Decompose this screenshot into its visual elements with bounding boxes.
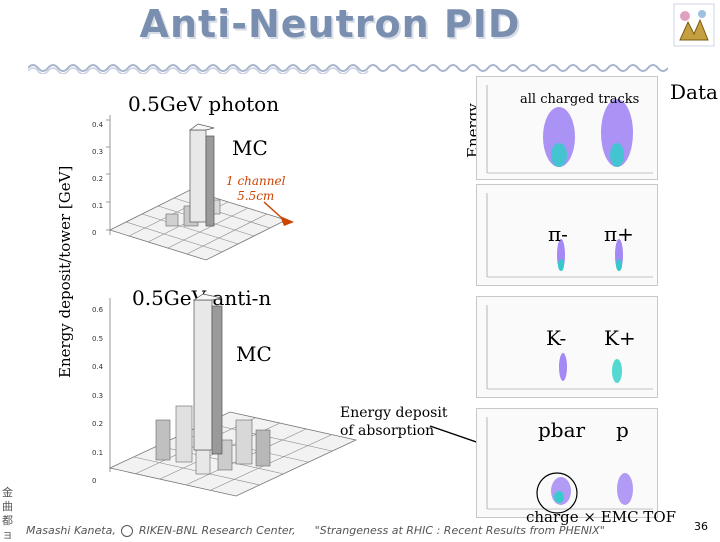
- photon-ytick: 0.1: [92, 202, 104, 210]
- antin-ytick: 0.3: [92, 391, 104, 400]
- scatter-pions: [486, 193, 653, 278]
- panel-pions: [476, 184, 658, 286]
- pi-minus-label: π-: [548, 222, 568, 246]
- panel-kaons: [476, 296, 658, 398]
- all-charged-label: all charged tracks: [520, 92, 640, 107]
- panel-all-charged: [476, 76, 658, 180]
- scatter-protons: [486, 417, 653, 514]
- footer-logo-icon: [121, 525, 134, 537]
- side-characters: 金曲都ョ: [2, 486, 13, 541]
- photon-ytick: 0.2: [92, 175, 104, 183]
- channel-size-annotation: 5.5cm: [237, 189, 275, 203]
- k-minus-label: K-: [546, 326, 567, 350]
- p-label: p: [616, 418, 629, 442]
- photon-ytick: 0.4: [92, 121, 104, 129]
- antin-ytick: 0.4: [92, 363, 104, 371]
- channel-annotation: 1 channel: [226, 174, 286, 188]
- pbar-label: pbar: [538, 418, 586, 442]
- page-number: 36: [694, 520, 708, 533]
- antin-lego-plot: [108, 293, 358, 497]
- antin-ytick: 0.5: [92, 334, 104, 343]
- antin-ytick: 0.6: [92, 306, 104, 314]
- footer: Masashi Kaneta, RIKEN-BNL Research Cente…: [26, 524, 605, 537]
- scatter-kaons: [486, 305, 653, 390]
- scatter-all-charged: [486, 85, 653, 174]
- data-x-axis-label: charge × EMC TOF: [526, 508, 677, 526]
- footer-author: Masashi Kaneta,: [26, 524, 116, 537]
- footer-institute: RIKEN-BNL Research Center,: [138, 524, 296, 537]
- antin-ytick: 0: [92, 477, 97, 485]
- data-label: Data: [670, 80, 718, 104]
- absorption-label: Energy deposit: [340, 405, 448, 421]
- slide-title: Anti-Neutron PID: [139, 2, 521, 46]
- antin-mc-label: MC: [236, 342, 272, 366]
- annotation-arrow-icon: [263, 201, 294, 226]
- panel-protons: [476, 408, 658, 518]
- photon-lego-plot: [106, 115, 288, 261]
- pi-plus-label: π+: [604, 222, 634, 246]
- phenix-logo-icon: [673, 3, 715, 47]
- photon-ytick: 0.3: [92, 148, 104, 156]
- photon-mc-label: MC: [232, 136, 268, 160]
- photon-label: 0.5GeV photon: [128, 92, 280, 116]
- decorative-divider: [28, 64, 668, 74]
- photon-ytick: 0: [92, 229, 97, 237]
- footer-talk: "Strangeness at RHIC : Recent Results fr…: [314, 524, 605, 537]
- k-plus-label: K+: [604, 326, 636, 350]
- absorption-label-2: of absorption: [340, 423, 435, 439]
- left-y-axis-label: Energy deposit/tower [GeV]: [56, 165, 74, 378]
- antin-ytick: 0.2: [92, 420, 104, 428]
- antin-ytick: 0.1: [92, 448, 104, 457]
